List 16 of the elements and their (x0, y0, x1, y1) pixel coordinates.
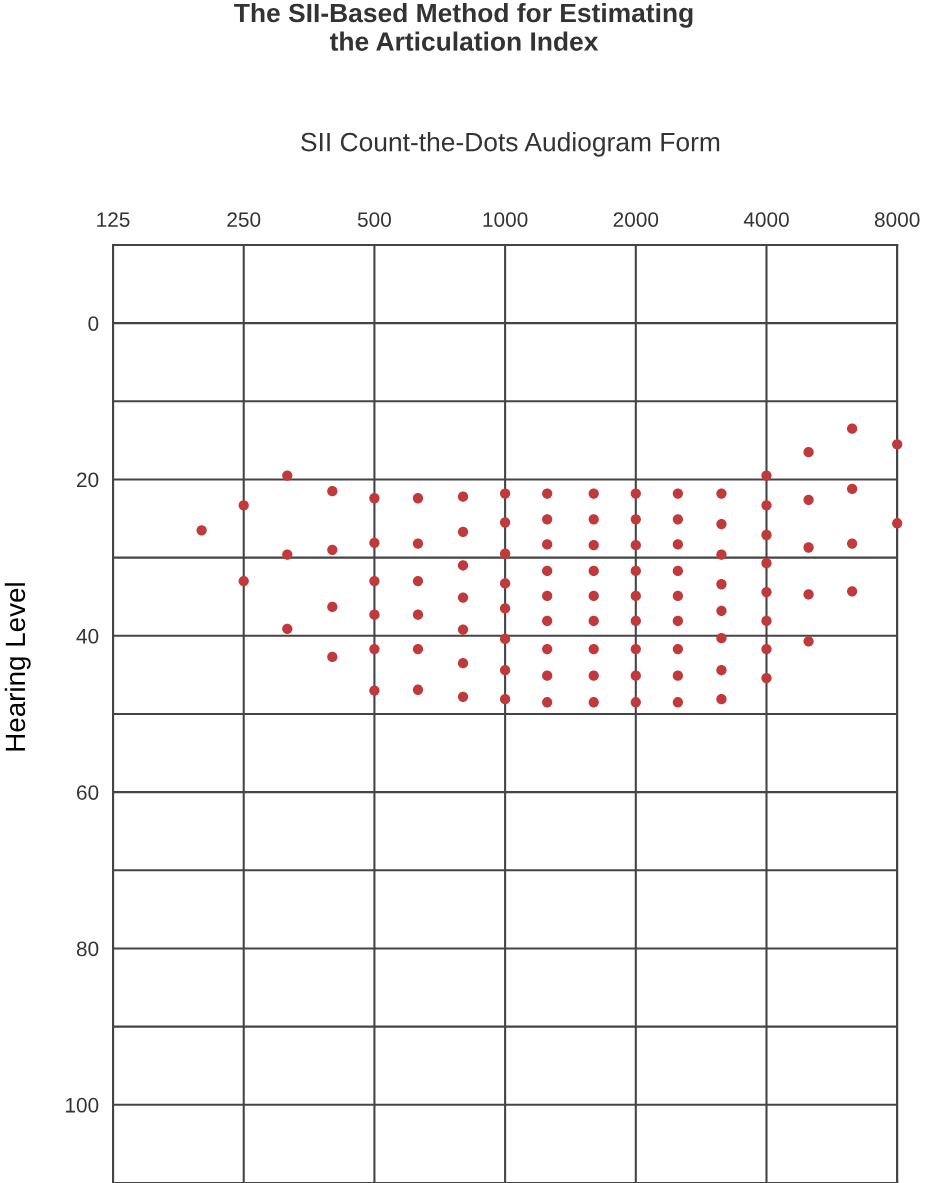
x-tick-label: 8000 (874, 212, 920, 227)
y-tick-label: 40 (76, 628, 99, 644)
x-tick-label: 4000 (743, 212, 789, 227)
y-tick-label: 60 (77, 785, 99, 800)
x-tick-label: 1000 (483, 212, 528, 227)
x-tick-label: 125 (97, 212, 130, 227)
y-axis-title: Hearing Level (4, 583, 31, 751)
x-tick-label: 500 (357, 212, 391, 227)
x-tick-label: 2000 (613, 212, 659, 227)
chart-subtitle: SII Count-the-Dots Audiogram Form (301, 132, 720, 157)
x-tick-label: 250 (227, 212, 261, 227)
chart-title: The SII-Based Method for Estimating the Articulation Index (234, 2, 693, 51)
y-tick-label: 100 (65, 1097, 99, 1113)
y-tick-label: 80 (76, 941, 99, 957)
y-tick-label: 0 (88, 316, 99, 331)
y-tick-label: 20 (77, 472, 99, 488)
